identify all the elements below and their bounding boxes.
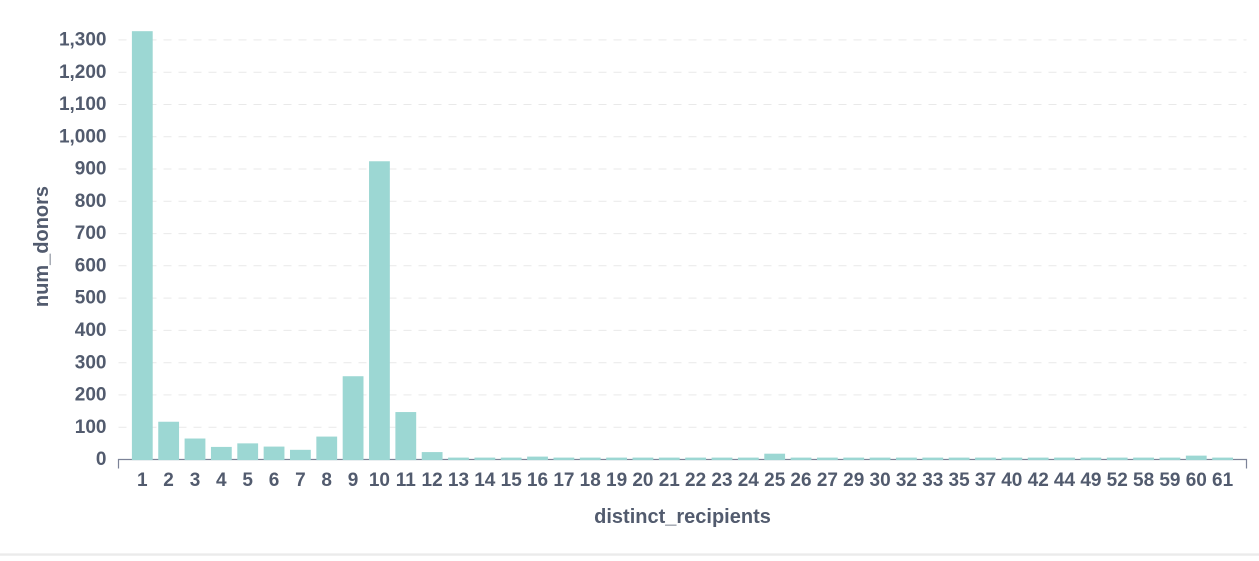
svg-text:16: 16	[527, 470, 548, 491]
svg-text:58: 58	[1133, 470, 1154, 491]
svg-text:8: 8	[321, 470, 332, 491]
svg-text:0: 0	[96, 449, 107, 470]
svg-text:500: 500	[75, 288, 107, 309]
svg-text:15: 15	[501, 470, 523, 491]
svg-text:37: 37	[975, 470, 996, 491]
svg-text:26: 26	[790, 470, 811, 491]
svg-text:30: 30	[870, 470, 891, 491]
svg-text:1,200: 1,200	[59, 62, 107, 83]
svg-text:23: 23	[711, 470, 732, 491]
svg-text:40: 40	[1001, 470, 1022, 491]
svg-text:3: 3	[190, 470, 201, 491]
svg-text:900: 900	[75, 159, 107, 180]
svg-text:25: 25	[764, 470, 786, 491]
svg-text:1,300: 1,300	[59, 30, 107, 51]
svg-text:800: 800	[75, 191, 107, 212]
svg-text:7: 7	[295, 470, 306, 491]
svg-text:9: 9	[348, 470, 359, 491]
svg-text:4: 4	[216, 470, 227, 491]
svg-text:19: 19	[606, 470, 627, 491]
svg-text:300: 300	[75, 352, 107, 373]
svg-text:6: 6	[269, 470, 280, 491]
svg-text:61: 61	[1212, 470, 1234, 491]
svg-text:17: 17	[553, 470, 574, 491]
svg-text:100: 100	[75, 417, 107, 438]
svg-text:32: 32	[896, 470, 917, 491]
svg-text:18: 18	[580, 470, 601, 491]
svg-text:60: 60	[1186, 470, 1207, 491]
svg-text:600: 600	[75, 255, 107, 276]
svg-text:distinct_recipients: distinct_recipients	[594, 506, 771, 528]
svg-text:59: 59	[1159, 470, 1180, 491]
svg-text:27: 27	[817, 470, 838, 491]
svg-text:24: 24	[738, 470, 760, 491]
svg-text:10: 10	[369, 470, 390, 491]
svg-text:11: 11	[396, 470, 417, 491]
svg-text:13: 13	[448, 470, 469, 491]
svg-text:35: 35	[949, 470, 971, 491]
svg-text:33: 33	[922, 470, 943, 491]
svg-text:20: 20	[632, 470, 653, 491]
svg-text:200: 200	[75, 385, 107, 406]
svg-text:22: 22	[685, 470, 706, 491]
svg-text:29: 29	[843, 470, 864, 491]
svg-text:52: 52	[1107, 470, 1128, 491]
svg-text:49: 49	[1080, 470, 1101, 491]
svg-text:1: 1	[137, 470, 148, 491]
svg-text:5: 5	[242, 470, 253, 491]
svg-text:400: 400	[75, 320, 107, 341]
svg-text:12: 12	[422, 470, 443, 491]
svg-text:44: 44	[1054, 470, 1076, 491]
svg-text:1,100: 1,100	[59, 94, 107, 115]
svg-text:14: 14	[474, 470, 496, 491]
svg-text:2: 2	[163, 470, 174, 491]
svg-text:21: 21	[659, 470, 681, 491]
svg-text:700: 700	[75, 223, 107, 244]
svg-text:42: 42	[1028, 470, 1049, 491]
svg-text:num_donors: num_donors	[31, 186, 53, 307]
svg-text:1,000: 1,000	[59, 126, 107, 147]
